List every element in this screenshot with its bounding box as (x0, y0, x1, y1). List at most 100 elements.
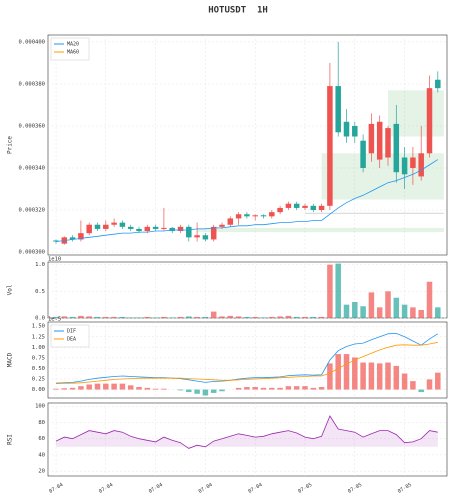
volume-bar (401, 304, 408, 318)
macd-bar (352, 357, 358, 390)
x-tick-label: 07-04 (48, 482, 64, 495)
candle-body (435, 79, 441, 89)
candle-body (53, 240, 59, 242)
rsi-fill (56, 416, 438, 449)
candle-body (368, 123, 375, 154)
volume-bar (69, 316, 76, 318)
candle-body (177, 226, 184, 232)
candle-body (69, 237, 76, 240)
volume-bar (161, 316, 167, 318)
volume-bar (194, 316, 200, 318)
candle-body (318, 205, 325, 211)
candle-body (219, 224, 225, 227)
macd-bar (393, 365, 400, 390)
volume-bar (335, 263, 341, 318)
macd-bar (418, 389, 424, 393)
macd-bar (194, 389, 200, 394)
zone (197, 227, 444, 233)
x-tick-label: 07-05 (397, 482, 413, 495)
macd-bar (202, 389, 209, 396)
volume-bar (318, 316, 325, 318)
volume-bar (260, 317, 267, 318)
x-tick-label: 07-04 (98, 482, 114, 495)
y-tick-label: 1.0 (35, 262, 45, 268)
candle-body (210, 226, 217, 240)
macd-bar (61, 388, 68, 390)
panel-frame (47, 34, 448, 256)
candle-body (78, 233, 84, 240)
volume-bar (376, 307, 383, 318)
volume-bar (53, 316, 59, 318)
x-tick-label: 07-05 (297, 482, 313, 495)
macd-bar (119, 383, 126, 390)
macd-bar (426, 379, 433, 390)
volume-bar (302, 316, 308, 318)
panel-frame (47, 402, 448, 477)
candle-body (186, 226, 192, 238)
candle-body (401, 157, 408, 175)
macd-bar (277, 387, 283, 390)
legend-label: DIF (67, 329, 76, 335)
macd-bar (103, 383, 109, 390)
y-tick-label: 20 (38, 469, 45, 475)
macd-bar (144, 387, 151, 390)
y-tick-label: 0.000400 (19, 39, 46, 45)
volume-bar (136, 317, 142, 318)
offset-label: 1e-5 (48, 317, 61, 323)
y-tick-label: 0.000360 (19, 123, 46, 129)
candle-body (86, 224, 92, 234)
y-tick-label: 0.0 (35, 316, 45, 322)
candle-body (327, 86, 333, 206)
y-tick-label: 0.000340 (19, 166, 46, 172)
ma-line (55, 159, 439, 242)
y-tick-label: 1.25 (32, 334, 45, 340)
volume-bar (219, 316, 225, 318)
macd-bar (285, 386, 292, 390)
candle-body (244, 214, 250, 217)
candle-body (235, 214, 242, 219)
candle-body (227, 218, 234, 225)
volume-bar (78, 315, 84, 318)
candle-body (103, 224, 109, 229)
candle-body (410, 157, 416, 169)
y-tick-label: 100 (35, 404, 45, 410)
macd-bar (360, 362, 366, 390)
candle-body (335, 86, 341, 133)
macd-bar (219, 389, 225, 392)
y-tick-label: 0.000380 (19, 81, 46, 87)
x-tick-label: 07-04 (198, 482, 214, 495)
volume-bar (202, 316, 209, 318)
macd-bar (410, 381, 416, 390)
macd-bar (235, 387, 242, 390)
volume-bar (385, 291, 391, 318)
legend-label: DEA (67, 337, 76, 343)
volume-bar (285, 315, 292, 318)
volume-bar (310, 316, 317, 318)
macd-bar (302, 386, 308, 390)
y-tick-label: 1.50 (32, 324, 45, 330)
candle-body (202, 235, 209, 240)
macd-bar (111, 383, 117, 390)
offset-label: 1e10 (48, 257, 61, 263)
volume-bar (360, 306, 366, 318)
y-tick-label: 0.000320 (19, 208, 46, 214)
volume-bar (86, 316, 92, 318)
macd-bar (310, 387, 317, 390)
candle-body (119, 222, 126, 227)
candle-body (136, 228, 142, 232)
candle-body (161, 227, 167, 229)
volume-bar (393, 297, 400, 318)
volume-bar (252, 316, 258, 318)
macd-bar (86, 384, 92, 390)
y-tick-label: 0.75 (32, 355, 45, 361)
candle-body (144, 226, 151, 232)
y-axis-label: Price (7, 136, 14, 154)
volume-bar (277, 316, 283, 318)
candle-body (376, 121, 383, 160)
macd-bar (376, 363, 383, 390)
y-tick-label: 1.00 (32, 345, 45, 351)
volume-bar (103, 316, 109, 318)
candle-body (277, 207, 283, 213)
macd-line (55, 332, 439, 384)
